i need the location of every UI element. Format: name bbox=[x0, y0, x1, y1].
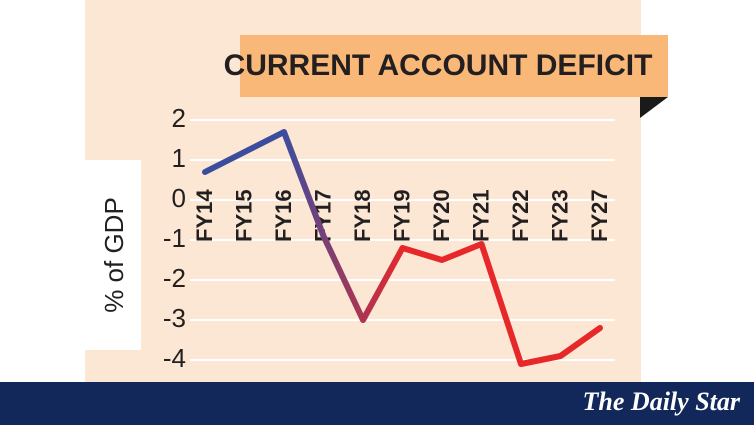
chart-title: CURRENT ACCOUNT DEFICIT bbox=[224, 49, 653, 82]
y-tick-label: 0 bbox=[172, 183, 186, 213]
title-banner bbox=[240, 35, 668, 97]
banner-fold bbox=[640, 97, 668, 118]
footer-bar bbox=[0, 382, 754, 425]
x-tick-label: FY21 bbox=[468, 189, 493, 242]
y-tick-label: -4 bbox=[163, 343, 186, 373]
plot bbox=[202, 129, 603, 367]
x-tick-label: FY18 bbox=[350, 189, 375, 242]
y-tick-label: 2 bbox=[172, 103, 186, 133]
x-tick-label: FY19 bbox=[389, 189, 414, 242]
y-tick-label: -1 bbox=[163, 223, 186, 253]
x-tick-label: FY14 bbox=[192, 189, 217, 242]
data-line bbox=[202, 129, 603, 367]
brand-logo: The Daily Star bbox=[583, 387, 741, 416]
y-tick-label: -2 bbox=[163, 263, 186, 293]
x-tick-label: FY22 bbox=[508, 189, 533, 242]
x-tick-label: FY15 bbox=[231, 189, 256, 242]
label-box bbox=[85, 160, 141, 350]
x-tick-label: FY16 bbox=[271, 189, 296, 242]
x-tick-label: FY20 bbox=[429, 189, 454, 242]
y-axis-label: % of GDP bbox=[99, 197, 129, 313]
x-tick-label: FY23 bbox=[547, 189, 572, 242]
y-tick-label: -3 bbox=[163, 303, 186, 333]
x-tick-label: FY27 bbox=[587, 189, 612, 242]
y-tick-label: 1 bbox=[172, 143, 186, 173]
